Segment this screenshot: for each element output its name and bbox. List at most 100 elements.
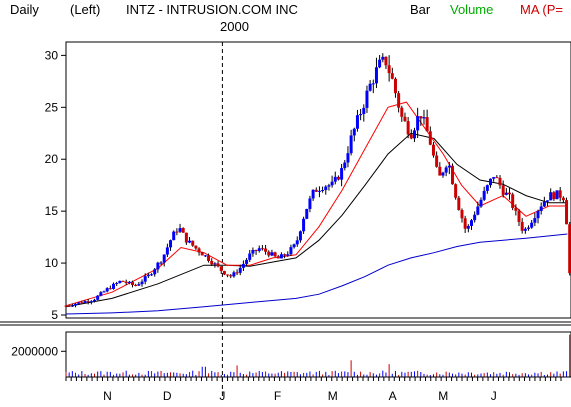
candle-body (374, 67, 378, 84)
candle-body (178, 228, 182, 232)
month-label: M (328, 389, 338, 403)
volume-y-tick-label: 2000000 (11, 344, 58, 358)
price-y-axis: 5 10 15 20 25 30 (45, 48, 66, 322)
year-label: 2000 (220, 19, 249, 34)
candle-body (264, 248, 268, 252)
candle-body (245, 259, 249, 264)
candle-body (222, 271, 226, 275)
candle-body (406, 121, 410, 135)
candle-body (251, 250, 255, 254)
candle-body (102, 291, 106, 293)
candle-body (194, 245, 198, 249)
candle-body (489, 178, 493, 186)
candle-body (127, 281, 131, 283)
legend-bar: Bar (410, 2, 431, 17)
candle-body (400, 107, 404, 117)
candle-body (162, 254, 166, 263)
candle-body (153, 269, 157, 275)
candle-body (466, 225, 470, 229)
candle-body (565, 200, 569, 225)
candle-body (460, 210, 464, 219)
candle-body (422, 117, 426, 119)
month-label: F (274, 389, 281, 403)
candle-body (359, 113, 363, 116)
candle-body (257, 248, 261, 252)
candle-body (447, 165, 451, 168)
month-label: J (219, 389, 225, 403)
candle-body (64, 305, 68, 307)
candle-body (203, 255, 207, 257)
price-y-tick-label: 10 (45, 256, 59, 270)
legend-ma: MA (P= (520, 2, 563, 17)
candle-body (327, 185, 331, 187)
candle-body (479, 199, 483, 207)
candle-body (539, 206, 543, 211)
candle-body (552, 192, 556, 200)
candle-body (555, 190, 559, 200)
candle-body (333, 176, 337, 182)
candle-body (295, 240, 299, 245)
candle-body (330, 181, 334, 186)
candle-body (229, 275, 233, 277)
candle-body (530, 222, 534, 228)
candle-body (533, 218, 537, 223)
candle-body (324, 186, 328, 191)
candle-body (501, 185, 505, 195)
candle-body (340, 168, 344, 180)
candle-body (165, 247, 169, 255)
ma-short-line (65, 101, 568, 307)
ma-mid-line (65, 132, 568, 308)
candle-body (492, 177, 496, 179)
candle-body (523, 228, 527, 231)
candle-body (74, 303, 78, 306)
candle-body (387, 65, 391, 74)
candle-body (473, 214, 477, 221)
candle-body (207, 255, 211, 261)
candle-body (286, 254, 290, 256)
price-y-tick-label: 5 (51, 308, 58, 322)
candle-body (172, 231, 176, 241)
candle-body (86, 301, 90, 303)
candle-body (143, 276, 147, 282)
candle-body (558, 190, 562, 198)
candle-body (476, 206, 480, 215)
candle-body (457, 197, 461, 211)
period-label: Daily (10, 2, 39, 17)
candle-body (146, 274, 150, 277)
candle-body (232, 272, 236, 277)
candle-body (441, 172, 445, 176)
price-y-tick-label: 20 (45, 152, 59, 166)
candle-body (317, 190, 321, 192)
candle-body (248, 253, 252, 260)
candle-body (226, 274, 230, 276)
candle-body (169, 240, 173, 248)
candle-body (77, 302, 81, 304)
candle-body (536, 210, 540, 219)
candle-body (115, 283, 119, 285)
candle-body (368, 83, 372, 91)
candle-body (546, 200, 550, 202)
candle-body (96, 295, 100, 300)
candle-body (469, 220, 473, 226)
candle-body (438, 166, 442, 176)
candle-body (561, 197, 565, 201)
candle-body (270, 252, 274, 256)
candle-body (435, 155, 439, 167)
candle-body (454, 184, 458, 198)
ma-mid-path (65, 132, 568, 308)
candle-body (219, 266, 223, 272)
candle-body (463, 218, 467, 229)
month-label: N (103, 389, 112, 403)
candle-body (495, 177, 499, 179)
candle-body (118, 280, 122, 284)
candle-body (542, 201, 546, 207)
chart-title: INTZ - INTRUSION.COM INC (126, 2, 298, 17)
candle-body (425, 117, 429, 132)
axis-side-label: (Left) (70, 2, 100, 17)
candle-body (403, 116, 407, 122)
candle-body (305, 208, 309, 219)
candle-body (181, 228, 185, 233)
candle-body (89, 301, 93, 303)
candle-body (191, 240, 195, 246)
month-label: A (389, 389, 397, 403)
